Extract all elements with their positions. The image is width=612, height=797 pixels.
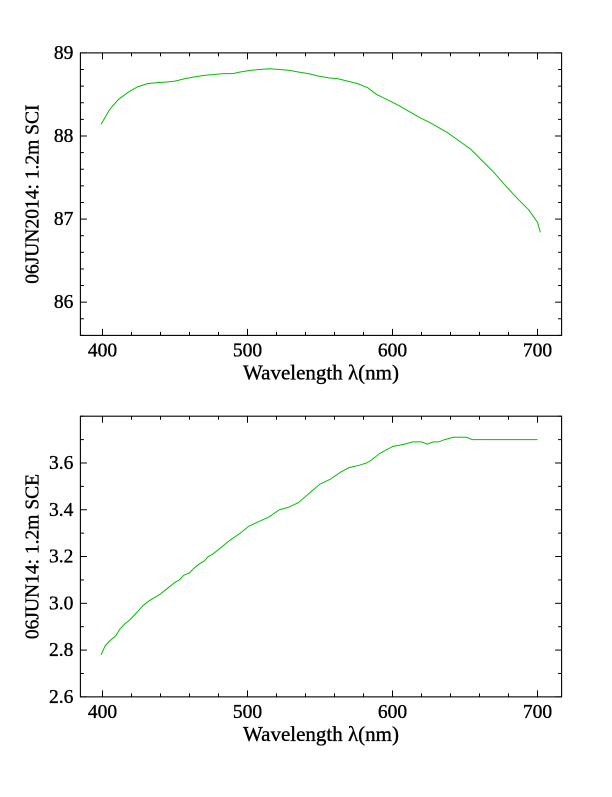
svg-text:Wavelength λ(nm): Wavelength λ(nm) <box>243 360 399 384</box>
svg-text:600: 600 <box>378 340 407 361</box>
svg-text:3.4: 3.4 <box>49 500 74 521</box>
svg-text:2.6: 2.6 <box>49 687 74 708</box>
svg-text:86: 86 <box>54 292 74 313</box>
svg-text:500: 500 <box>233 340 262 361</box>
svg-text:700: 700 <box>523 340 552 361</box>
svg-text:Wavelength λ(nm): Wavelength λ(nm) <box>243 722 399 746</box>
svg-text:400: 400 <box>88 702 117 723</box>
svg-text:3.6: 3.6 <box>49 453 74 474</box>
svg-text:500: 500 <box>233 702 262 723</box>
svg-text:87: 87 <box>54 209 74 230</box>
svg-text:3.0: 3.0 <box>49 593 73 614</box>
svg-text:88: 88 <box>54 126 74 147</box>
svg-text:600: 600 <box>378 702 407 723</box>
svg-text:700: 700 <box>523 702 552 723</box>
svg-text:89: 89 <box>54 43 74 64</box>
svg-text:06JUN14: 1.2m SCE: 06JUN14: 1.2m SCE <box>22 474 43 639</box>
svg-text:2.8: 2.8 <box>49 640 73 661</box>
svg-text:400: 400 <box>88 340 117 361</box>
svg-text:3.2: 3.2 <box>49 547 73 568</box>
svg-text:06JUN2014: 1.2m SCI: 06JUN2014: 1.2m SCI <box>22 104 43 283</box>
